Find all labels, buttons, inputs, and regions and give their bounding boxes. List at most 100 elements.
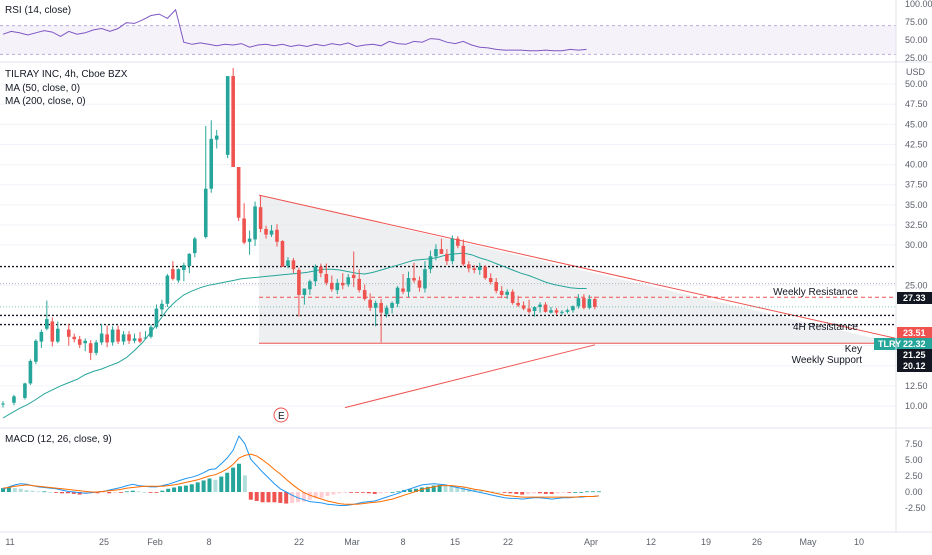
ma50-legend[interactable]: MA (50, close, 0) bbox=[5, 83, 80, 94]
macd-histogram-bar bbox=[154, 492, 159, 493]
macd-histogram-bar bbox=[124, 491, 129, 493]
candle-body bbox=[434, 249, 438, 257]
candle-body bbox=[499, 290, 504, 295]
macd-histogram-bar bbox=[142, 492, 147, 493]
macd-histogram-bar bbox=[585, 491, 590, 493]
macd-title[interactable]: MACD (12, 26, close, 9) bbox=[5, 434, 112, 445]
macd-axis[interactable]: 7.50 5.00 2.50 0.00 -2.50 bbox=[905, 439, 926, 513]
macd-histogram-bar bbox=[12, 488, 17, 492]
candle-body bbox=[395, 287, 400, 304]
ma50-line bbox=[2, 252, 587, 419]
macd-histogram-bar bbox=[543, 492, 548, 494]
candle-body bbox=[351, 274, 356, 279]
macd-histogram-bar bbox=[242, 475, 247, 492]
macd-histogram-bar bbox=[384, 492, 389, 493]
macd-histogram-bar bbox=[160, 490, 165, 492]
candle-body bbox=[99, 333, 104, 343]
candle-body bbox=[1, 403, 5, 405]
rising-support-trendline[interactable] bbox=[344, 344, 596, 409]
macd-histogram-bar bbox=[201, 480, 206, 492]
price-axis-tick: 12.50 bbox=[905, 381, 928, 391]
candle-body bbox=[406, 278, 411, 292]
macd-axis-tick: 7.50 bbox=[905, 439, 923, 449]
symbol-title[interactable]: TILRAY INC, 4h, Cboe BZX bbox=[5, 69, 128, 80]
macd-axis-tick: 5.00 bbox=[905, 455, 923, 465]
macd-histogram-bar bbox=[18, 488, 23, 492]
candle-body bbox=[373, 302, 378, 308]
time-axis-tick: Mar bbox=[344, 537, 360, 547]
candle-body bbox=[445, 253, 449, 262]
candle-body bbox=[12, 396, 16, 403]
time-axis[interactable]: 11 25 Feb 8 22 Mar 8 15 22 Apr 12 19 26 May 10 bbox=[5, 537, 864, 547]
candle-body bbox=[225, 76, 230, 155]
macd-axis-tick: 2.50 bbox=[905, 471, 923, 481]
candle-body bbox=[231, 76, 235, 167]
weekly-support-tag-box bbox=[897, 360, 932, 372]
candle-body bbox=[379, 302, 383, 313]
candle-body bbox=[56, 328, 60, 342]
key-tag-box bbox=[897, 349, 932, 361]
candle-body bbox=[571, 306, 575, 311]
candle-body bbox=[308, 281, 312, 290]
candle-body bbox=[302, 288, 307, 295]
candle-body bbox=[258, 207, 263, 229]
macd-histogram-bar bbox=[213, 479, 218, 492]
candle-body bbox=[384, 307, 389, 315]
candle-body bbox=[587, 298, 592, 308]
resistance-4h-label: 4H Resistance bbox=[793, 322, 858, 333]
price-grid bbox=[0, 83, 896, 407]
macd-histogram-bar bbox=[248, 492, 253, 500]
macd-histogram-bar bbox=[107, 492, 112, 494]
candle-body bbox=[138, 338, 142, 342]
candle-body bbox=[154, 308, 159, 328]
macd-axis-tick: 0.00 bbox=[905, 487, 923, 497]
candle-body bbox=[165, 275, 170, 304]
macd-histogram-bar bbox=[349, 492, 354, 493]
candle-body bbox=[297, 269, 301, 295]
price-axis-tick: 37.50 bbox=[905, 180, 928, 190]
candle-body bbox=[176, 269, 181, 281]
candle-body bbox=[461, 245, 466, 265]
candle-body bbox=[576, 298, 581, 307]
candle-body bbox=[390, 302, 394, 308]
price-axis-tick: 30.00 bbox=[905, 240, 928, 250]
macd-histogram-bar bbox=[101, 492, 106, 493]
candle-body bbox=[143, 337, 148, 339]
candle-body bbox=[34, 340, 38, 362]
candle-body bbox=[203, 188, 208, 237]
macd-histogram-bar bbox=[272, 492, 277, 503]
macd-histogram-bar bbox=[225, 472, 230, 492]
candle-body bbox=[357, 278, 361, 291]
currency-label[interactable]: USD bbox=[906, 67, 926, 77]
macd-histogram-bar bbox=[396, 491, 401, 493]
macd-histogram-bar bbox=[508, 492, 513, 494]
rsi-title[interactable]: RSI (14, close) bbox=[5, 5, 71, 16]
macd-histogram-bar bbox=[378, 492, 383, 494]
macd-histogram-bar bbox=[231, 467, 236, 492]
macd-histogram-bar bbox=[6, 487, 11, 492]
candle-body bbox=[121, 334, 126, 342]
rsi-axis-tick: 25.00 bbox=[905, 53, 928, 63]
symbol-tag: TLRY bbox=[878, 339, 901, 349]
macd-histogram-bar bbox=[189, 484, 194, 492]
candle-body bbox=[521, 305, 526, 309]
candle-body bbox=[182, 265, 186, 270]
macd-histogram-bar bbox=[366, 492, 371, 494]
price-axis[interactable]: 50.00 47.50 45.00 42.50 40.00 37.50 35.00 32.50… bbox=[905, 79, 928, 411]
candle-body bbox=[236, 166, 241, 218]
macd-histogram-bar bbox=[573, 492, 578, 493]
ma200-legend[interactable]: MA (200, close, 0) bbox=[5, 96, 86, 107]
candle-body bbox=[171, 269, 175, 279]
candle-body bbox=[494, 282, 498, 291]
candle-body bbox=[132, 338, 137, 341]
earnings-marker-label: E bbox=[278, 411, 285, 422]
earnings-marker[interactable] bbox=[273, 407, 289, 423]
macd-histogram-bar bbox=[266, 492, 271, 503]
price-axis-tick: 40.00 bbox=[905, 160, 928, 170]
macd-histogram-bar bbox=[567, 492, 572, 493]
macd-histogram-bar bbox=[237, 463, 241, 492]
triangle-pattern bbox=[259, 195, 896, 344]
time-axis-tick: May bbox=[799, 537, 817, 547]
